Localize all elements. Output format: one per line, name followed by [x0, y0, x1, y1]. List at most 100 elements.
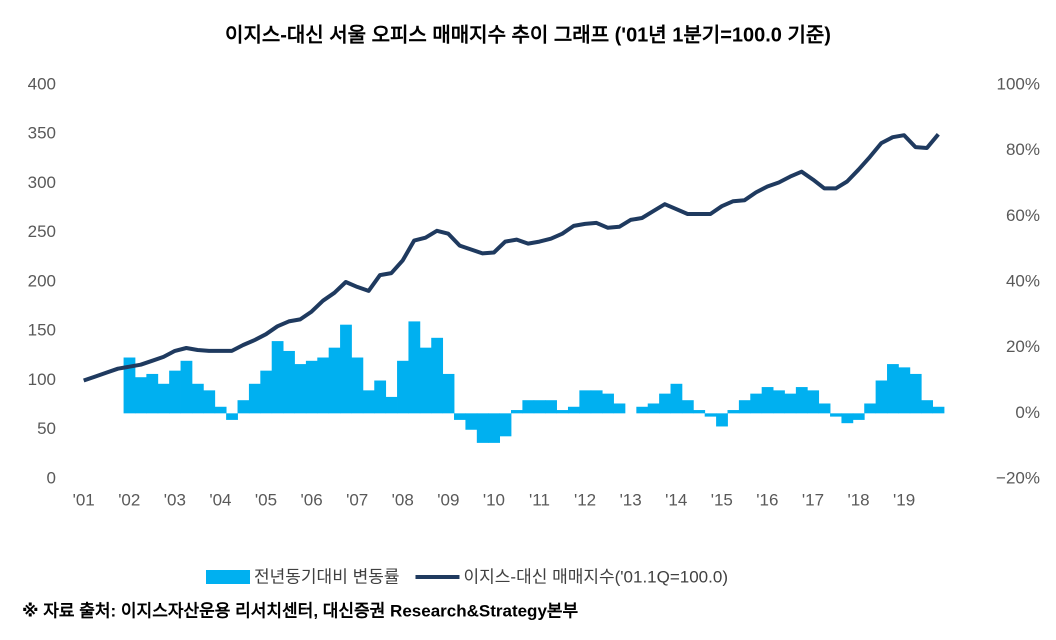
x-tick-label: '01 [73, 490, 95, 509]
bar [180, 360, 193, 414]
x-tick-label: '16 [756, 490, 778, 509]
bar [681, 400, 694, 414]
bar [693, 410, 706, 414]
bar [761, 387, 774, 414]
bar [613, 403, 626, 414]
bar [602, 393, 614, 414]
bar [123, 357, 136, 414]
x-tick-label: '03 [164, 490, 186, 509]
bar [545, 400, 557, 414]
bar [442, 373, 455, 414]
bar [784, 393, 797, 414]
bar [454, 413, 466, 420]
bar [567, 406, 580, 414]
bar [864, 403, 877, 414]
x-tick-label: '17 [802, 490, 824, 509]
y-tick-label: 100 [28, 370, 56, 389]
bar [670, 383, 683, 414]
bar [248, 383, 261, 414]
bar [921, 400, 934, 414]
bar [909, 373, 922, 414]
bar [932, 406, 945, 414]
bar [169, 370, 181, 414]
bar [556, 410, 569, 414]
bar [887, 364, 899, 414]
bar [419, 347, 432, 414]
bar [533, 400, 546, 414]
bar [157, 383, 170, 414]
bar [328, 347, 341, 414]
y-tick-label: 50 [37, 419, 56, 438]
x-tick-label: '02 [118, 490, 140, 509]
bar [590, 390, 603, 414]
bar [898, 367, 911, 414]
bar [727, 410, 740, 414]
y-tick-label: 300 [28, 173, 56, 192]
bar [511, 410, 523, 414]
x-tick-label: '12 [574, 490, 596, 509]
bar [226, 413, 238, 420]
x-tick-label: '08 [392, 490, 414, 509]
legend-swatch [206, 570, 250, 584]
y-tick-label: 400 [28, 74, 56, 93]
bar [522, 400, 535, 414]
y2-tick-label: 20% [1006, 337, 1040, 356]
bar [362, 390, 375, 414]
x-tick-label: '09 [437, 490, 459, 509]
bar [773, 390, 785, 414]
y2-tick-label: 40% [1006, 271, 1040, 290]
bar [305, 360, 318, 414]
bar [807, 390, 820, 414]
bar [374, 380, 387, 414]
x-tick-label: '15 [711, 490, 733, 509]
x-tick-label: '14 [665, 490, 687, 509]
bar [659, 393, 671, 414]
y-tick-label: 250 [28, 222, 56, 241]
bar [431, 337, 444, 414]
x-tick-label: '05 [255, 490, 277, 509]
bar [134, 377, 147, 414]
y2-tick-label: 100% [997, 74, 1040, 93]
source-note: ※ 자료 출처: 이지스자산운용 리서치센터, 대신증권 Research&St… [22, 601, 579, 620]
x-tick-label: '10 [483, 490, 505, 509]
bar [818, 403, 831, 414]
bar [830, 413, 842, 417]
bar [852, 413, 865, 420]
x-tick-label: '07 [346, 490, 368, 509]
bar [841, 413, 854, 424]
bar [704, 413, 717, 417]
bar [647, 403, 660, 414]
legend-label: 전년동기대비 변동률 [254, 567, 399, 586]
x-tick-label: '13 [620, 490, 642, 509]
bar [750, 393, 763, 414]
bar [317, 357, 330, 414]
x-tick-label: '18 [847, 490, 869, 509]
bar [351, 357, 364, 414]
y-tick-label: 150 [28, 321, 56, 340]
bar [397, 360, 409, 414]
y2-tick-label: −20% [996, 468, 1040, 487]
bar [465, 413, 478, 430]
bar [738, 400, 751, 414]
legend-label: 이지스-대신 매매지수('01.1Q=100.0) [463, 567, 728, 586]
bar [260, 370, 273, 414]
y-tick-label: 200 [28, 271, 56, 290]
bar [795, 387, 808, 414]
bar [283, 350, 295, 414]
bar [146, 373, 159, 414]
x-tick-label: '06 [301, 490, 323, 509]
y-tick-label: 0 [47, 468, 56, 487]
bar [579, 390, 592, 414]
bar [499, 413, 512, 437]
bar [408, 321, 421, 414]
y2-tick-label: 0% [1015, 403, 1040, 422]
x-tick-label: '04 [209, 490, 231, 509]
bar [237, 400, 250, 414]
y-tick-label: 350 [28, 124, 56, 143]
bar [214, 406, 227, 414]
bar [716, 413, 728, 427]
x-tick-label: '19 [893, 490, 915, 509]
chart-title: 이지스-대신 서울 오피스 매매지수 추이 그래프 ('01년 1분기=100.… [225, 23, 831, 46]
bar [476, 413, 489, 443]
